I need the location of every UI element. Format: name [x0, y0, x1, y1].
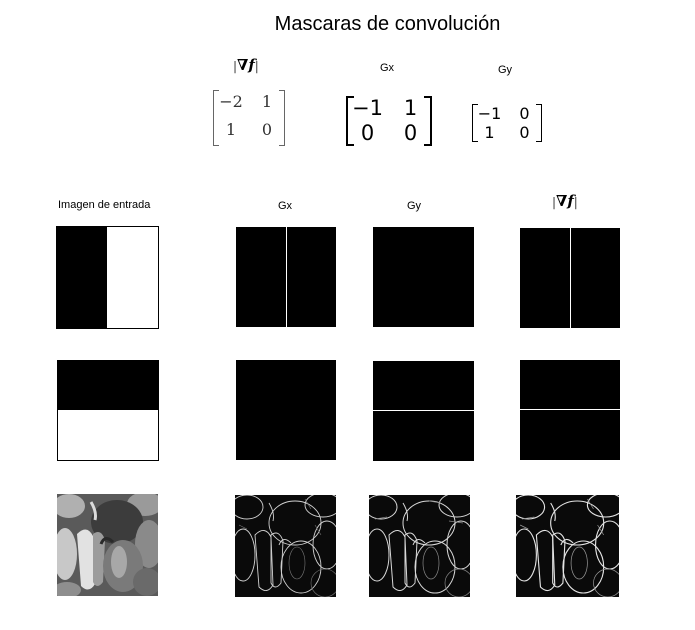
- matrix-cell: 1: [225, 120, 237, 139]
- gradient-output-peppers: [516, 495, 619, 597]
- gy-output-vertical-edge: [373, 227, 474, 327]
- gx-mask-label: Gx: [380, 62, 395, 74]
- matrix-cell: 0: [360, 121, 375, 145]
- gy-output-peppers: [369, 495, 470, 597]
- column-header-gx: Gx: [278, 200, 293, 212]
- page-title: Mascaras de convolución: [274, 13, 501, 35]
- column-header-gy: Gy: [407, 200, 422, 212]
- matrix-cell: −1: [477, 104, 502, 123]
- gy-mask-matrix: −1 0 1 0: [472, 104, 542, 142]
- gradient-output-horizontal-edge: [520, 360, 620, 460]
- input-image-peppers: [57, 494, 158, 596]
- gradient-mask-label: |∇f|: [233, 56, 259, 74]
- gx-output-peppers: [235, 495, 336, 597]
- gx-output-vertical-edge: [236, 227, 336, 327]
- matrix-cell: −1: [352, 96, 383, 120]
- matrix-cell: 0: [261, 120, 273, 139]
- matrix-cell: 0: [403, 121, 418, 145]
- gx-output-horizontal-edge: [236, 360, 336, 460]
- gradient-output-vertical-edge: [520, 228, 620, 328]
- input-image-horizontal-edge: [57, 360, 159, 461]
- input-image-vertical-edge: [56, 226, 159, 329]
- matrix-cell: 1: [261, 92, 273, 111]
- matrix-cell: 0: [519, 123, 530, 142]
- matrix-cell: 0: [519, 104, 530, 123]
- gy-mask-label: Gy: [498, 64, 513, 76]
- gradient-mask-matrix: −2 1 1 0: [213, 90, 285, 146]
- gy-output-horizontal-edge: [373, 361, 474, 461]
- matrix-cell: −2: [219, 92, 243, 111]
- matrix-cell: 1: [484, 123, 495, 142]
- gx-mask-matrix: −1 1 0 0: [346, 96, 432, 146]
- column-header-gradient: |∇f|: [552, 192, 578, 210]
- column-header-input: Imagen de entrada: [58, 199, 151, 211]
- matrix-cell: 1: [403, 96, 418, 120]
